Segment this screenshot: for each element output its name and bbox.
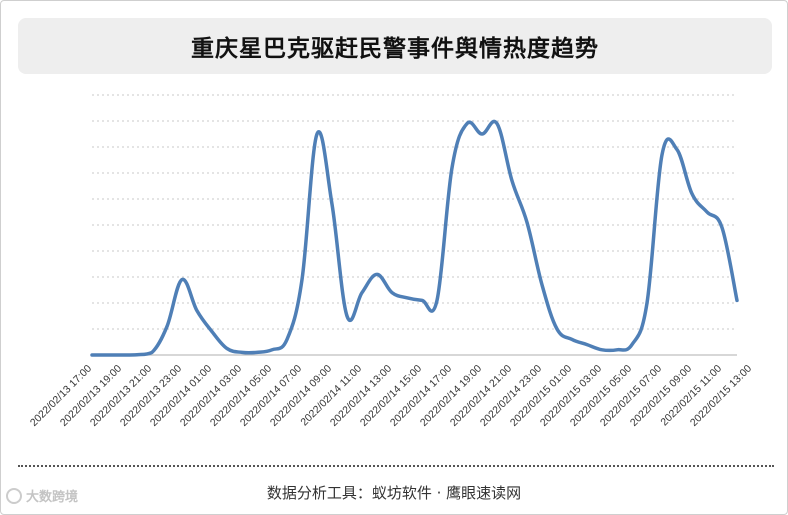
footer-source: 数据分析工具：蚁坊软件 · 鹰眼速读网: [266, 484, 522, 502]
footer-divider: [18, 465, 774, 467]
title-banner: 重庆星巴克驱赶民警事件舆情热度趋势: [18, 18, 772, 74]
chart-title: 重庆星巴克驱赶民警事件舆情热度趋势: [191, 36, 599, 62]
series-line: [90, 119, 739, 357]
watermark-logo-icon: [6, 487, 22, 504]
watermark: 大数跨境: [6, 486, 78, 505]
watermark-text: 大数跨境: [26, 490, 79, 505]
